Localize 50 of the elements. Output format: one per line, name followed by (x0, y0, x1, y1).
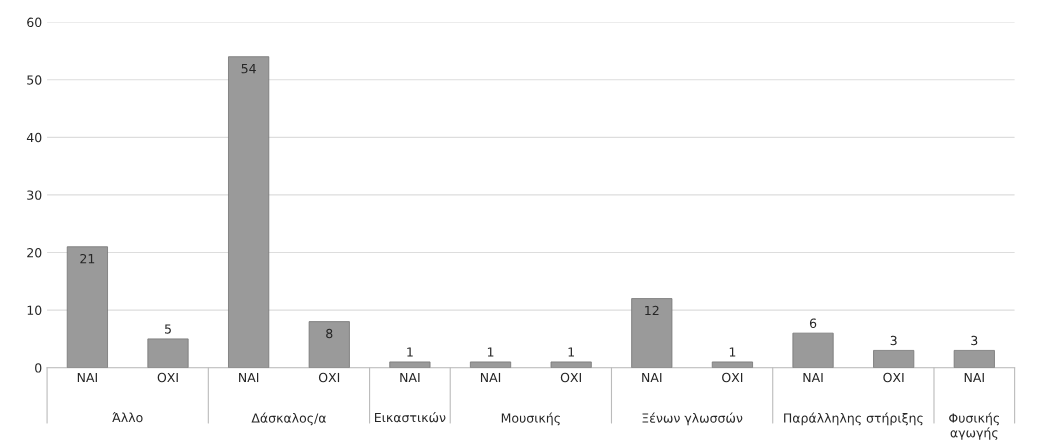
y-tick-label: 50 (27, 75, 42, 85)
data-label: 54 (241, 64, 256, 74)
bar (469, 361, 512, 368)
text: Μουσικής (501, 412, 560, 426)
y-tick-label: 60 (27, 17, 42, 28)
bar (631, 298, 673, 368)
x-tick-label: ΝΑΙ (642, 372, 662, 383)
data-label: 8 (326, 328, 333, 339)
text: Εικαστικών (375, 412, 446, 423)
x-tick-label: ΝΑΙ (77, 372, 97, 383)
data-label: 3 (971, 335, 978, 346)
y-tick-label: 0 (35, 363, 42, 373)
x-tick-label: ΝΑΙ (239, 372, 259, 383)
x-tick-label: ΟΧΙ (560, 372, 581, 383)
data-label: 6 (809, 318, 817, 328)
bar (792, 332, 834, 368)
y-tick-label: 30 (27, 190, 42, 200)
bar (711, 361, 753, 368)
text: Ξένων γλωσσών (642, 412, 743, 426)
bar (147, 338, 189, 368)
x-tick-label: ΝΑΙ (480, 372, 501, 383)
data-label: 5 (165, 324, 171, 334)
bar (873, 349, 915, 368)
text: Φυσικής αγωγής (949, 412, 999, 440)
text: Δάσκαλος/α (251, 412, 326, 426)
y-tick-label: 40 (26, 132, 42, 143)
bar (66, 246, 108, 368)
x-tick-label: ΟΧΙ (722, 372, 743, 383)
x-tick-label: ΝΑΙ (964, 372, 984, 383)
bar (228, 56, 270, 368)
data-label: 1 (487, 347, 494, 357)
text: Άλλο (112, 412, 143, 423)
x-tick-label: ΝΑΙ (803, 372, 823, 383)
x-tick-label: ΟΧΙ (883, 372, 904, 383)
bar (550, 361, 592, 368)
text: Παράλληλης στήριξης (784, 412, 923, 426)
data-label: 12 (645, 305, 659, 316)
data-label: 1 (407, 347, 413, 357)
x-tick-label: ΝΑΙ (400, 372, 420, 383)
data-label: 1 (729, 347, 736, 357)
y-tick-label: 20 (27, 247, 42, 258)
bar (308, 321, 350, 368)
y-tick-label: 10 (27, 305, 42, 316)
data-label: 1 (568, 347, 574, 357)
x-tick-label: ΟΧΙ (318, 372, 340, 383)
data-label: 21 (80, 253, 95, 264)
bar (389, 361, 431, 368)
data-label: 3 (890, 335, 897, 346)
x-tick-label: ΟΧΙ (157, 372, 178, 383)
bar (953, 349, 995, 368)
